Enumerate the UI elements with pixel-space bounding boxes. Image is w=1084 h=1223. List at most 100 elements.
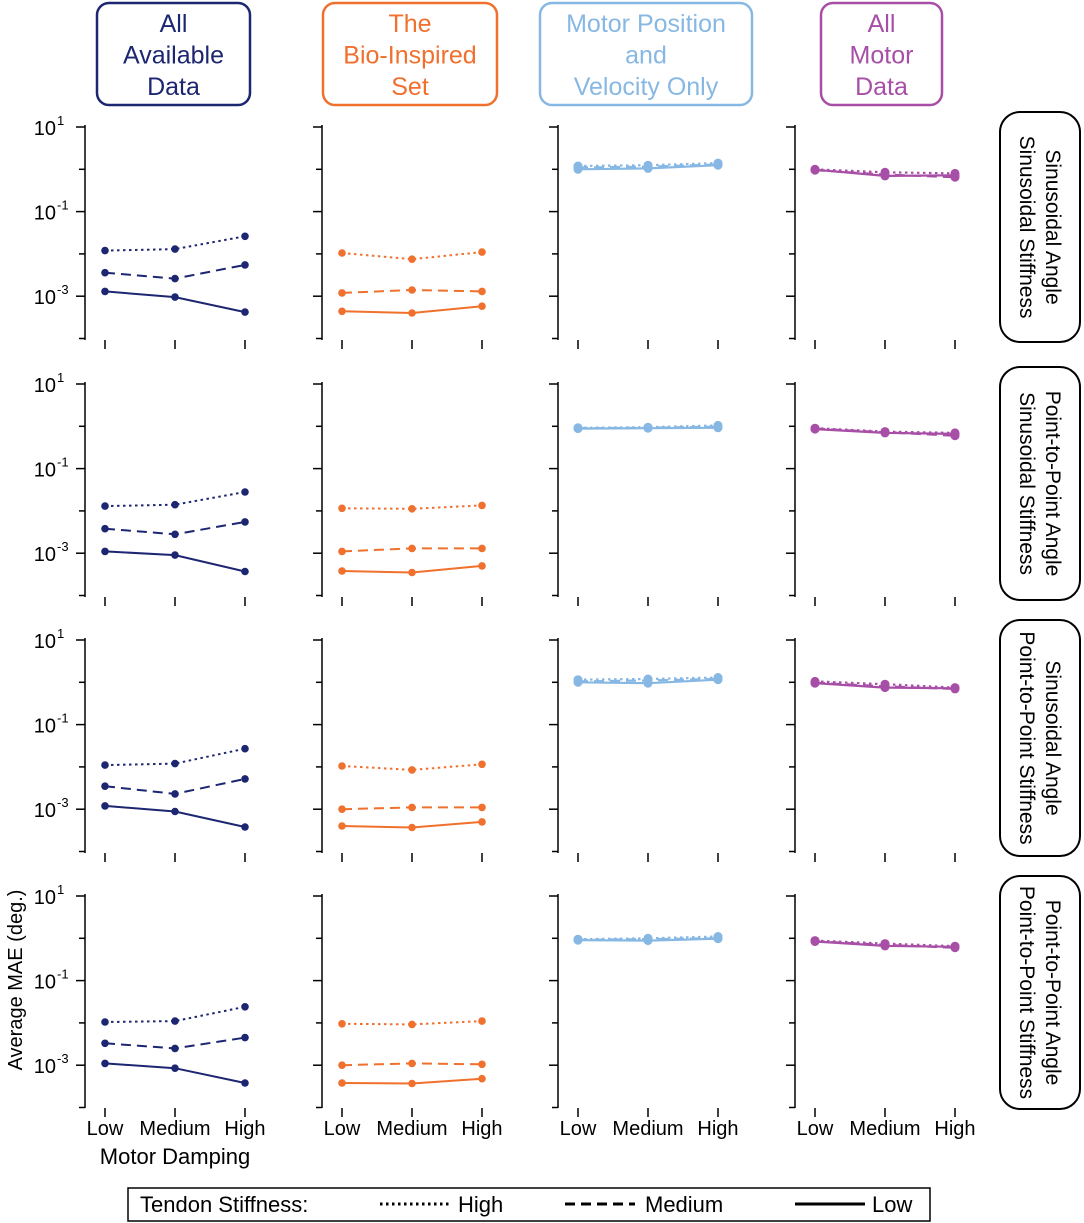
- panel-series: [573, 673, 723, 688]
- y-tick-label: 10: [34, 972, 56, 994]
- y-tick-label: 10: [34, 287, 56, 309]
- data-point: [101, 524, 109, 533]
- data-point: [643, 936, 653, 946]
- y-tick-exponent: -3: [57, 282, 69, 297]
- panels: 10 110 -110 -310 110 -110 -310 110 -110 -310 110 -1…: [34, 113, 976, 1140]
- data-point: [478, 501, 486, 510]
- data-point: [101, 1039, 109, 1048]
- data-point: [338, 504, 346, 513]
- row-label-box: [999, 875, 1081, 1110]
- data-point: [478, 818, 486, 826]
- data-point: [478, 1074, 486, 1083]
- row-label-text: Point-to-Point Angle: [1041, 391, 1064, 577]
- panel-axes: [786, 382, 956, 606]
- x-tick-label: High: [461, 1118, 502, 1140]
- legend: Tendon Stiffness: High Medium Low: [127, 1187, 931, 1222]
- y-tick-label: 10: [34, 631, 56, 653]
- column-headers: All Available Data The Bio-Inspired Set Motor …: [95, 1, 944, 107]
- panel-series: [810, 676, 960, 694]
- data-point: [713, 675, 723, 685]
- data-point: [171, 790, 179, 798]
- data-point: [478, 1017, 486, 1025]
- y-tick-label: 10: [34, 544, 56, 566]
- x-tick-label: High: [224, 1118, 265, 1140]
- data-point: [171, 293, 179, 301]
- data-point: [573, 424, 583, 434]
- y-tick-label: 10: [34, 800, 56, 822]
- data-point: [241, 744, 249, 753]
- data-point: [241, 488, 249, 496]
- column-header-text: Motor: [850, 42, 914, 70]
- data-point: [171, 274, 179, 283]
- data-point: [241, 567, 249, 576]
- x-tick-label: Medium: [612, 1118, 683, 1140]
- panel-series: [101, 488, 249, 576]
- data-point: [338, 249, 346, 257]
- panel-series: [338, 760, 486, 832]
- panel-axes: [313, 125, 483, 349]
- panel-series: [338, 248, 486, 317]
- row-label-text: Point-to-Point Stiffness: [1015, 886, 1038, 1099]
- column-header-text: All: [160, 10, 188, 38]
- x-tick-label: Medium: [849, 1118, 920, 1140]
- data-point: [241, 775, 249, 783]
- data-point: [950, 429, 960, 439]
- data-point: [171, 1017, 179, 1025]
- data-point: [408, 1079, 416, 1088]
- data-point: [408, 1020, 416, 1029]
- y-tick-exponent: -3: [57, 795, 69, 810]
- data-point: [408, 1059, 416, 1068]
- column-header-box: [95, 1, 252, 107]
- column-header-text: The: [388, 10, 431, 38]
- data-point: [241, 232, 249, 241]
- panel-axes: [313, 894, 483, 1117]
- data-point: [171, 1064, 179, 1072]
- data-point: [643, 163, 653, 173]
- data-point: [171, 500, 179, 509]
- row-label-box: [999, 619, 1081, 857]
- row-label-box: [999, 111, 1081, 343]
- data-point: [408, 766, 416, 774]
- panel-series: [338, 501, 486, 577]
- data-point: [408, 505, 416, 513]
- y-tick-label: 10: [34, 460, 56, 482]
- y-tick-label: 10: [34, 716, 56, 738]
- y-tick-exponent: 1: [57, 882, 64, 897]
- x-tick-label: Low: [324, 1118, 361, 1140]
- data-point: [573, 677, 583, 687]
- data-point: [643, 678, 653, 688]
- panel-series: [101, 1003, 249, 1087]
- data-point: [171, 551, 179, 559]
- data-point: [880, 941, 890, 951]
- y-tick-exponent: -1: [57, 967, 69, 982]
- panel-series: [101, 744, 249, 831]
- panel-axes: [786, 638, 956, 862]
- y-tick-label: 10: [34, 1056, 56, 1078]
- data-point: [101, 802, 109, 810]
- data-point: [810, 165, 820, 175]
- panel-series: [810, 423, 960, 441]
- legend-label-medium: Medium: [645, 1192, 723, 1217]
- column-header-text: Bio-Inspired: [343, 42, 476, 70]
- x-tick-label: High: [934, 1118, 975, 1140]
- data-point: [408, 255, 416, 263]
- y-tick-exponent: -1: [57, 455, 69, 470]
- data-point: [101, 782, 109, 790]
- data-point: [478, 302, 486, 311]
- data-point: [408, 823, 416, 832]
- data-point: [338, 1061, 346, 1069]
- row-label-text: Sinusoidal Stiffness: [1015, 136, 1038, 319]
- data-point: [338, 762, 346, 770]
- panel-series: [810, 164, 960, 182]
- column-header-box: [819, 1, 944, 107]
- data-point: [241, 308, 249, 316]
- row-label-text: Sinusoidal Angle: [1041, 149, 1064, 304]
- data-point: [241, 1033, 249, 1042]
- data-point: [880, 428, 890, 438]
- y-tick-label: 10: [34, 887, 56, 909]
- y-tick-exponent: 1: [57, 370, 64, 385]
